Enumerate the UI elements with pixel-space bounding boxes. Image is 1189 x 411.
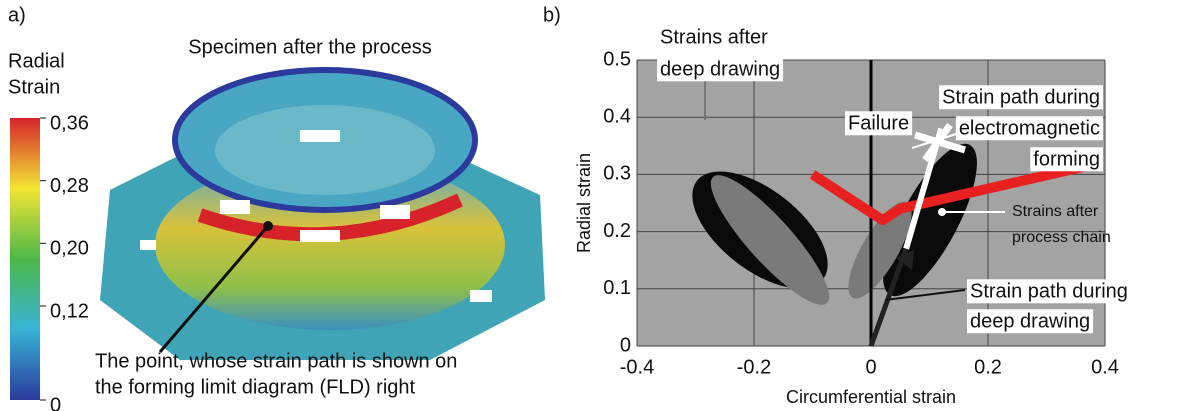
- caption: the forming limit diagram (FLD) right: [95, 376, 416, 398]
- strain-path: [809, 160, 1089, 226]
- specimen: [100, 67, 545, 360]
- annotation: deep drawing: [660, 58, 780, 80]
- annotation: Strains after: [1012, 203, 1099, 220]
- annotation-box: [967, 309, 1094, 334]
- arrow-head: [896, 250, 914, 270]
- x-axis-label: Circumferential strain: [786, 387, 956, 407]
- annotation: process chain: [1012, 229, 1111, 246]
- annotation: Strains after: [660, 26, 768, 48]
- annotation-box: [939, 85, 1103, 110]
- colorbar-tick-label: 0,20: [50, 238, 89, 260]
- y-tick-label: 0.3: [603, 163, 631, 185]
- annotation-box: [967, 279, 1131, 304]
- annotation: forming: [1033, 148, 1100, 170]
- colorbar-tick-label: 0,36: [50, 112, 89, 134]
- panel-label: b): [543, 4, 561, 26]
- colorbar: [10, 118, 40, 400]
- annotation: deep drawing: [970, 310, 1090, 332]
- caption: The point, whose strain path is shown on: [95, 350, 457, 372]
- annotation-box: [845, 111, 913, 136]
- specimen-title: Specimen after the process: [188, 36, 431, 58]
- failure-mark: [913, 122, 967, 163]
- colorbar-title: Radial: [8, 50, 65, 72]
- colorbar-tick-label: 0: [50, 394, 61, 411]
- y-tick-label: 0.5: [603, 48, 631, 70]
- x-tick-label: -0.2: [737, 356, 771, 378]
- y-axis-label: Radial strain: [574, 153, 594, 253]
- annotation-box: [955, 116, 1103, 141]
- x-tick-label: 0: [865, 356, 876, 378]
- annotation: electromagnetic: [959, 117, 1100, 139]
- annotation-box: [657, 25, 772, 50]
- panel-label: a): [8, 4, 26, 26]
- annotation: Failure: [848, 112, 909, 134]
- y-tick-label: 0.4: [603, 105, 631, 127]
- annotations: Strains after deep drawing Failure Strain p…: [657, 25, 1131, 334]
- x-tick-label: 0.4: [1091, 356, 1119, 378]
- y-tick-label: 0.2: [603, 220, 631, 242]
- x-tick-label: -0.4: [620, 356, 654, 378]
- y-tick-label: 0.1: [603, 277, 631, 299]
- annotation-box: [1030, 147, 1103, 172]
- colorbar-title: Strain: [8, 76, 60, 98]
- strain-path: [868, 247, 909, 347]
- colorbar-tick-label: 0,28: [50, 175, 89, 197]
- colorbar-tick-label: 0,12: [50, 300, 89, 322]
- x-tick-label: 0.2: [974, 356, 1002, 378]
- annotation: Strain path during: [942, 86, 1100, 108]
- annotation: Strain path during: [970, 280, 1128, 302]
- y-tick-label: 0: [620, 334, 631, 356]
- annotation-box: [657, 57, 784, 82]
- plot: [809, 122, 1089, 347]
